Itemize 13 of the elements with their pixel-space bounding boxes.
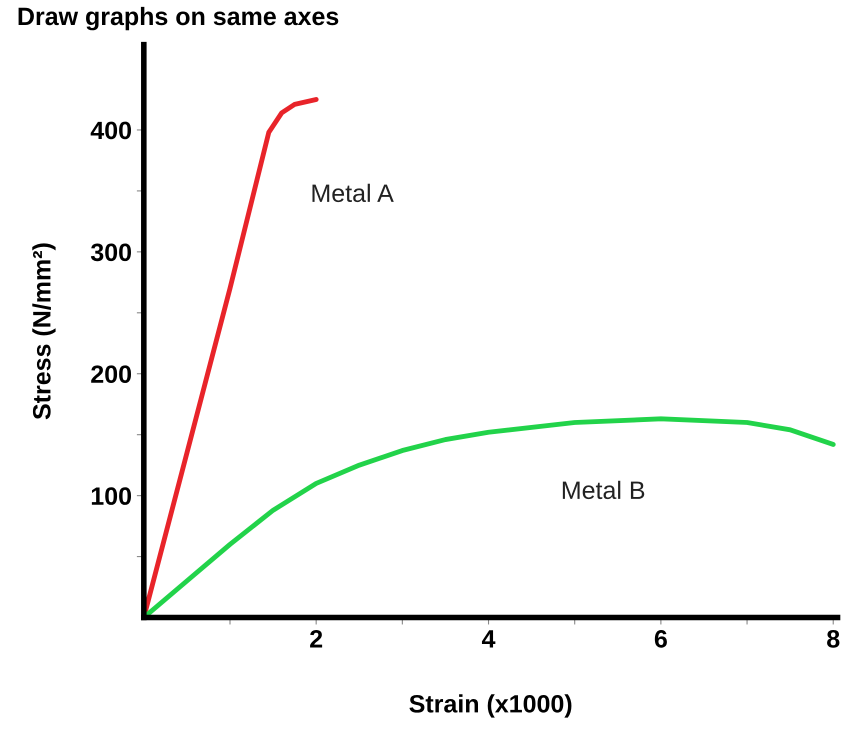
y-axis-title: Stress (N/mm²) (32, 243, 56, 420)
x-axis-title: Strain (x1000) (409, 694, 572, 718)
y-tick-label: 100 (92, 487, 131, 505)
chart-title: Draw graphs on same axes (18, 6, 338, 30)
y-tick-label: 300 (90, 243, 131, 262)
y-tick-label: 200 (91, 365, 131, 384)
y-tick-label: 400 (90, 122, 131, 140)
text: Metal B (562, 480, 644, 500)
x-tick-label: 4 (482, 630, 496, 648)
x-tick-label: 2 (310, 630, 322, 648)
x-tick-label: 6 (654, 630, 667, 648)
text: Metal A (312, 184, 394, 202)
x-tick-label: 8 (827, 630, 840, 648)
